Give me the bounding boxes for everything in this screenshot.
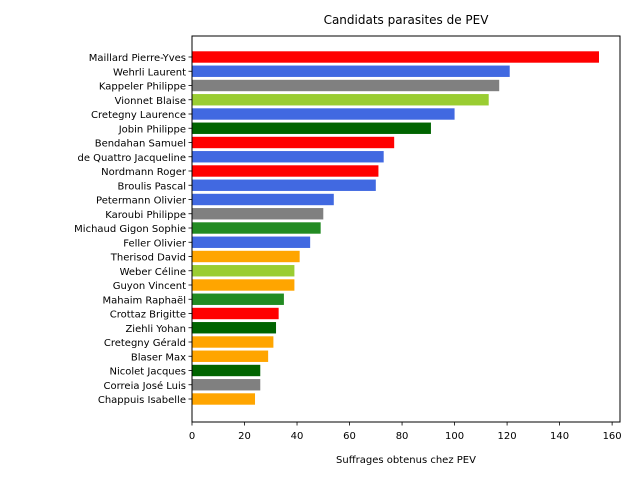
y-tick-label: Jobin Philippe [118,124,186,135]
bar [192,193,334,206]
bar [192,179,376,191]
y-tick-label: Nicolet Jacques [109,367,186,378]
bar [192,293,284,305]
x-tick-label: 160 [603,431,622,442]
bar [192,364,261,377]
bar [192,65,510,77]
bar [192,236,311,248]
bar [192,393,256,405]
x-tick-label: 0 [189,431,195,442]
bar [192,79,500,92]
y-tick-label: Nordmann Roger [101,167,187,178]
y-tick-marks [188,56,192,400]
y-tick-label: Petermann Olivier [96,196,187,207]
y-tick-label: Chappuis Isabelle [98,395,186,406]
chart-title: Candidats parasites de PEV [324,13,490,27]
y-tick-label: Kappeler Philippe [99,82,186,93]
y-tick-label: Crottaz Brigitte [110,310,186,321]
bar [192,165,379,177]
x-tick-label: 40 [291,431,304,442]
x-axis-label: Suffrages obtenus chez PEV [336,455,476,466]
bar [192,307,279,320]
y-tick-label: Karoubi Philippe [105,210,186,221]
y-tick-label: Ziehli Yohan [125,324,186,335]
bar [192,336,274,348]
y-tick-label: Cretegny Gérald [104,337,186,349]
bar [192,51,599,63]
y-tick-label: Vionnet Blaise [115,96,186,107]
y-tick-label: Therisod David [110,253,186,264]
x-tick-label: 140 [550,431,569,442]
y-tick-label: Wehrli Laurent [113,67,186,78]
bar [192,208,324,220]
y-tick-labels: Maillard Pierre-Yves Wehrli Laurent Kappel… [74,53,187,406]
bar [192,94,489,106]
bar [192,322,277,334]
bar [192,350,269,362]
y-tick-label: Blaser Max [131,352,186,363]
bar [192,265,295,277]
bar [192,279,295,291]
y-tick-label: Bendahan Samuel [95,139,186,150]
bars-group [192,51,599,405]
plot-frame [191,35,621,423]
y-tick-label: de Quattro Jacqueline [77,153,186,164]
bar [192,151,384,163]
bar [192,136,395,149]
x-tick-label: 100 [445,431,464,442]
y-tick-label: Broulis Pascal [118,181,186,192]
x-tick-label: 80 [396,431,409,442]
x-axis-ticks: 0 20 40 60 80 100 120 140 160 [189,422,622,442]
y-tick-label: Correia José Luis [104,380,187,392]
x-tick-label: 120 [498,431,517,442]
bar [192,250,300,263]
y-tick-label: Mahaim Raphaël [102,295,186,306]
y-tick-label: Feller Olivier [123,238,187,249]
y-tick-label: Weber Céline [120,266,186,278]
bar [192,222,321,234]
y-tick-label: Cretegny Laurence [91,110,186,121]
y-tick-label: Maillard Pierre-Yves [89,53,186,64]
y-tick-label: Michaud Gigon Sophie [74,224,186,235]
bar [192,108,455,120]
bar [192,122,431,134]
bar [192,379,261,391]
x-tick-label: 60 [343,431,356,442]
y-tick-label: Guyon Vincent [113,281,186,292]
x-tick-label: 20 [238,431,251,442]
